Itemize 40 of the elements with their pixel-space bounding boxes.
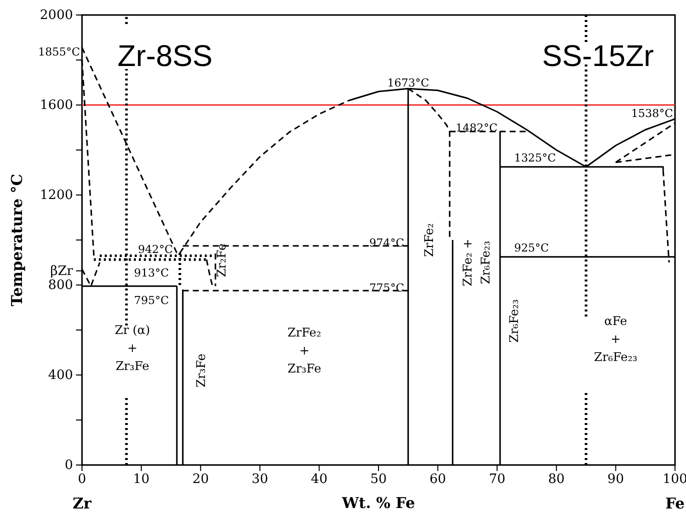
x-tick-label: 10	[133, 472, 150, 488]
x-tick-label: 20	[192, 472, 209, 488]
x-tick-label: 70	[488, 472, 506, 488]
annotation: SS-15Zr	[542, 40, 654, 73]
annotation: 942°C	[138, 242, 173, 256]
annotation: 913°C	[134, 266, 169, 280]
annotation: Zr₆Fe₂₃	[506, 299, 521, 343]
y-axis-title: Temperature °C	[8, 174, 26, 306]
y-tick-label: 800	[48, 278, 73, 294]
annotation: 1855°C	[38, 45, 80, 58]
annotation: Zr (α) + Zr₃Fe	[114, 323, 150, 374]
annotation: Zr₃Fe	[194, 354, 208, 388]
y-tick-label: 1200	[40, 188, 73, 204]
x-tick-label: 0	[78, 472, 86, 488]
annotation: αFe + Zr₆Fe₂₃	[594, 314, 638, 364]
y-tick-label: 1600	[40, 98, 73, 114]
y-tick-label: βZr	[50, 264, 74, 279]
annotation: 974°C	[369, 236, 404, 250]
text: Zr	[72, 494, 93, 512]
annotation: 1325°C	[514, 152, 556, 165]
annotation: 795°C	[134, 294, 169, 307]
x-tick-label: 60	[430, 472, 446, 488]
annotation: 1673°C	[387, 76, 430, 90]
text: Fe	[665, 494, 685, 512]
annotation: ZrFe₂	[422, 222, 436, 257]
annotation: ZrFe₂ + Zr₃Fe	[288, 325, 322, 376]
y-tick-label: 2000	[40, 8, 73, 24]
annotation: Zr-8SS	[118, 40, 213, 73]
x-tick-label: 30	[252, 472, 268, 488]
annotation: ZrFe₂ + Zr₆Fe₂₃	[460, 238, 493, 286]
x-axis-title: Wt. % Fe	[340, 494, 416, 512]
x-tick-label: 50	[370, 472, 387, 488]
y-tick-label: 400	[48, 368, 73, 384]
y-tick-label: 0	[64, 458, 73, 474]
x-tick-label: 90	[607, 472, 624, 488]
x-tick-label: 40	[310, 472, 328, 488]
x-tick-label: 80	[548, 472, 565, 488]
annotation: 1538°C	[631, 106, 673, 120]
annotation: Zr₂Fe	[214, 243, 229, 278]
annotation: 925°C	[514, 242, 549, 255]
